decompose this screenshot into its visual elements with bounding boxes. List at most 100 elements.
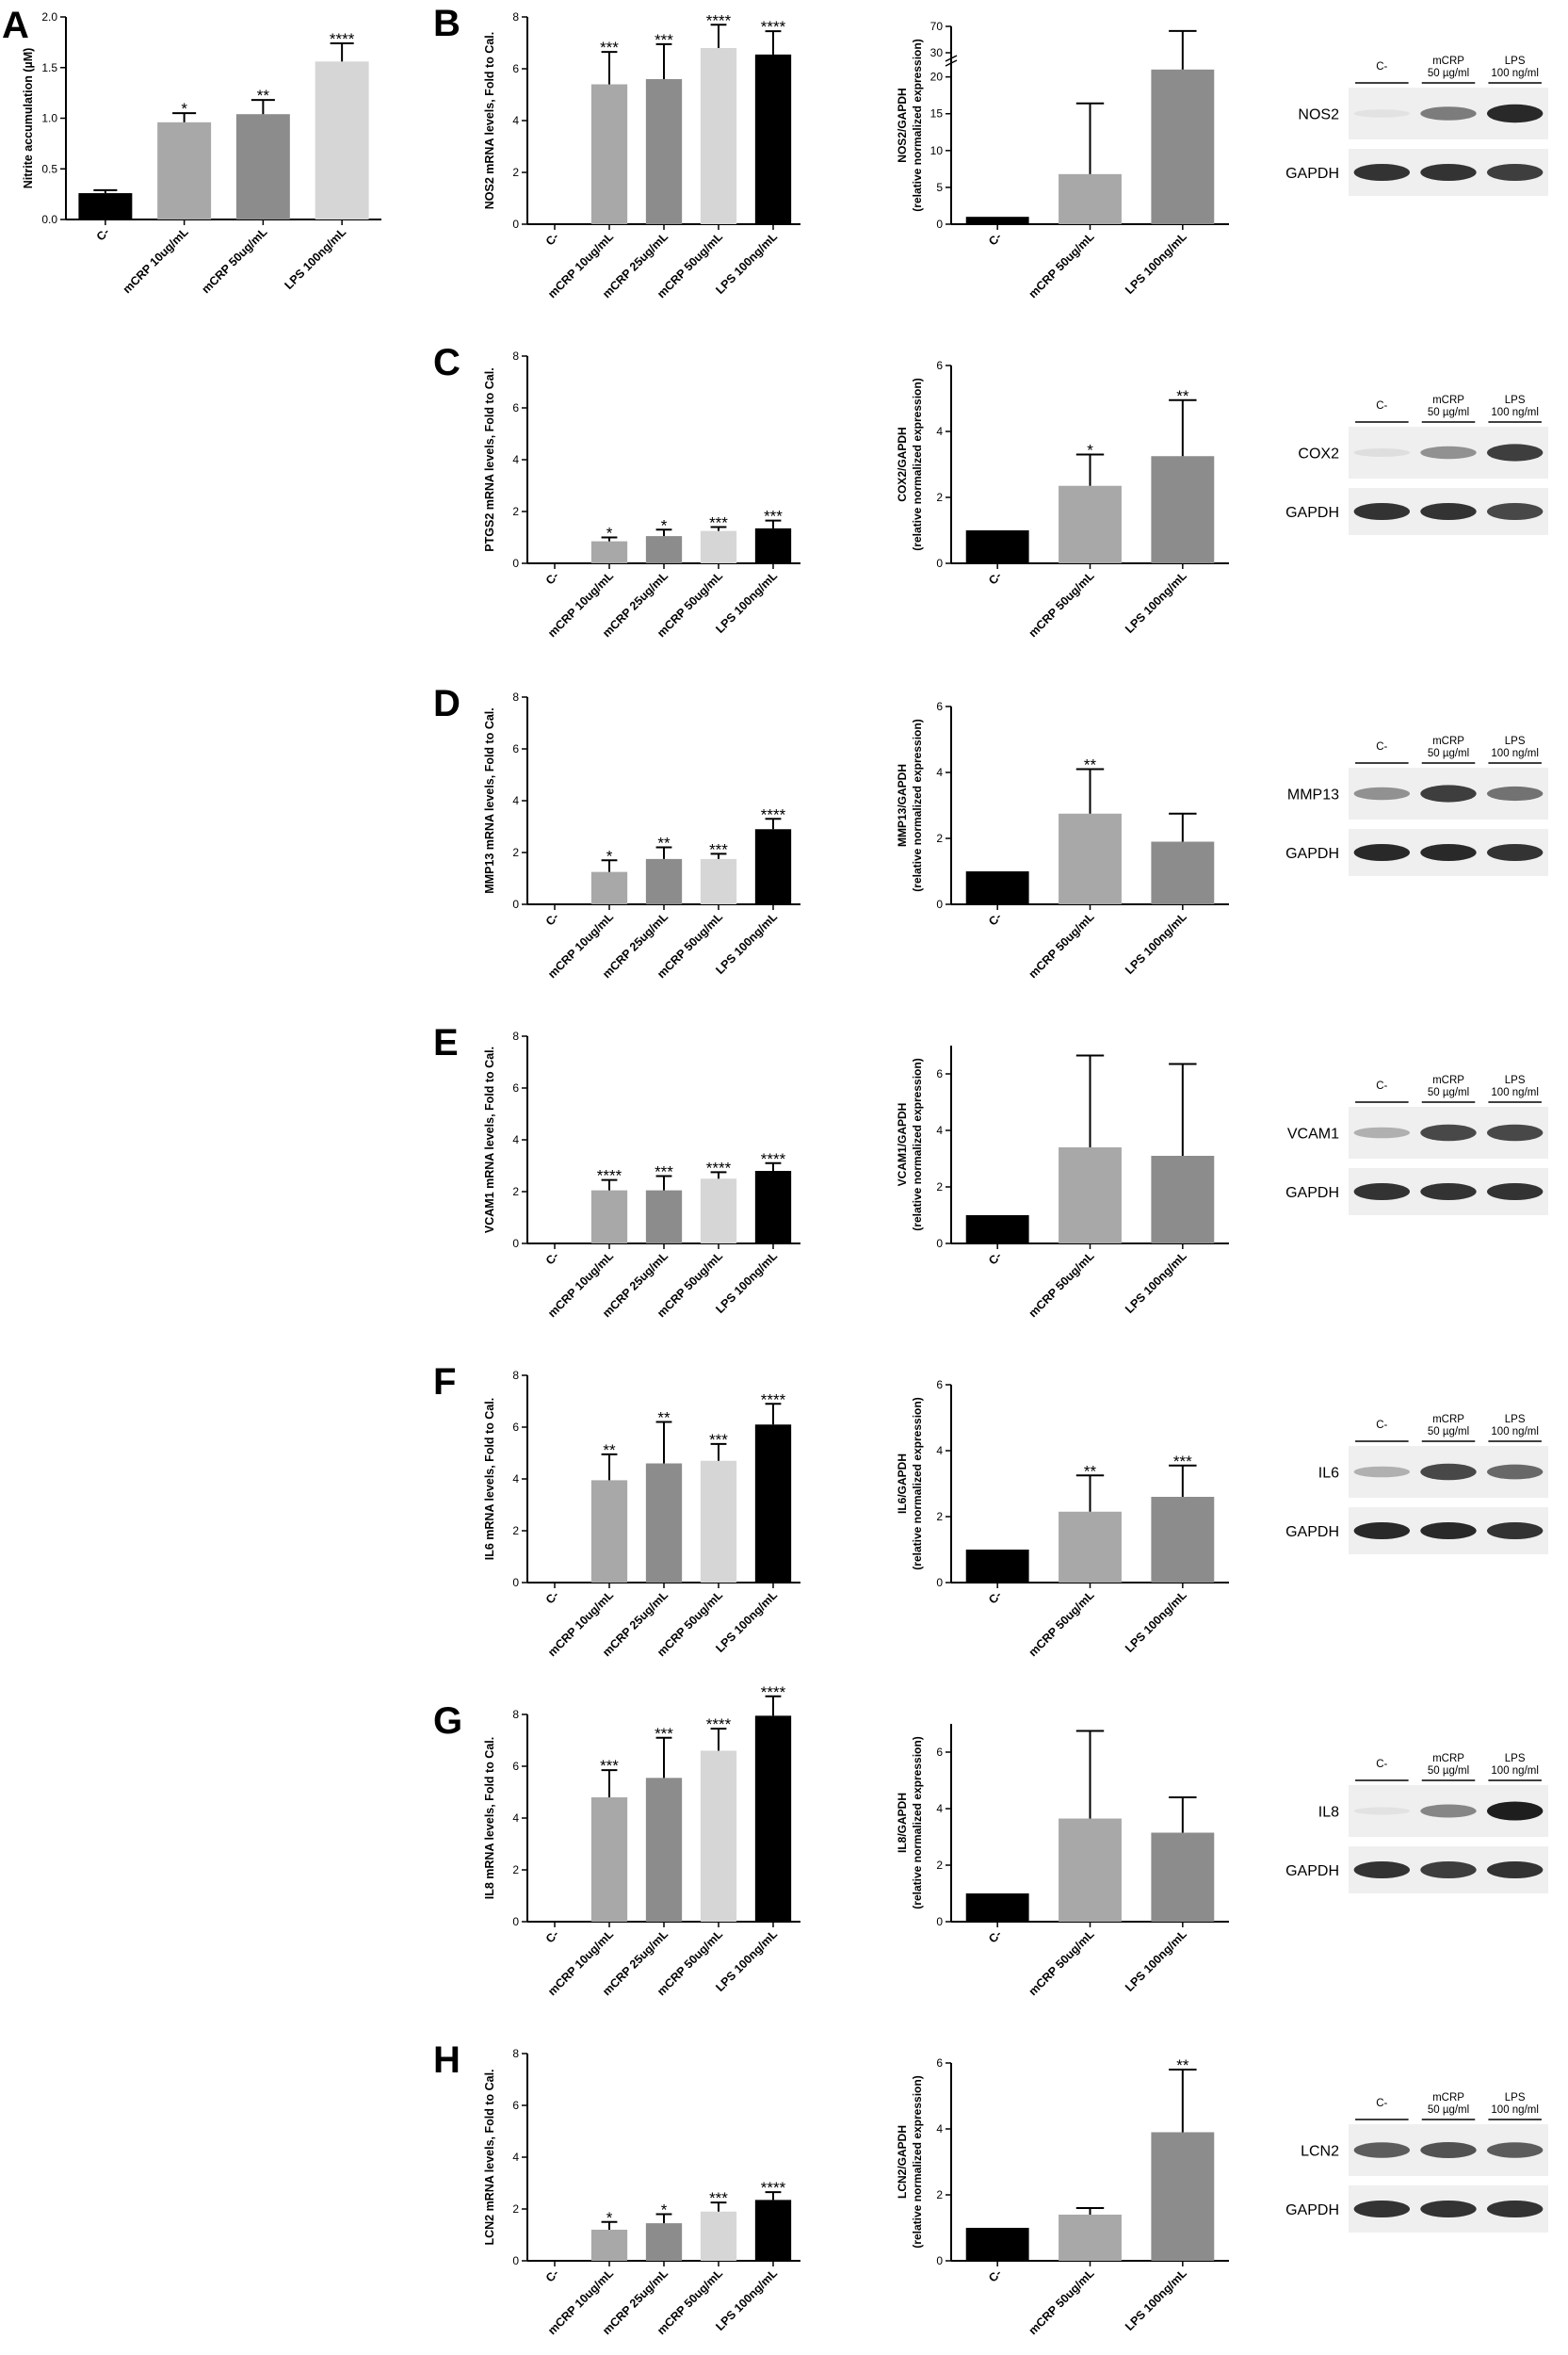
bar (1151, 1156, 1215, 1243)
y-tick-label: 4 (512, 114, 519, 127)
y-tick-label: 20 (930, 71, 944, 84)
y-tick-label: 0 (936, 557, 943, 570)
y-tick-label: 4 (936, 1124, 943, 1137)
y-axis-label: MMP13 mRNA levels, Fold to Cal. (483, 707, 496, 894)
significance-marker: **** (761, 2179, 786, 2197)
category-label: C- (986, 569, 1004, 587)
lane-label: LPS (1505, 1075, 1526, 1086)
significance-marker: ** (1176, 387, 1189, 405)
significance-marker: *** (655, 31, 673, 49)
bar-chart-g2: 0 2 4 6 IL8/GAPDH (relative normalized expres… (896, 1724, 1229, 1998)
bar (1059, 1818, 1122, 1922)
bar (1151, 69, 1215, 225)
lane-label: 100 ng/ml (1491, 407, 1539, 418)
y-tick-label: 2 (512, 505, 519, 518)
bar (590, 2230, 628, 2261)
category-label: LPS 100ng/mL (1123, 910, 1189, 977)
band (1486, 2142, 1544, 2158)
lane-label: mCRP (1432, 395, 1464, 406)
y-tick-label: 2 (512, 1863, 519, 1876)
band (1486, 444, 1544, 462)
y-tick-label: 6 (512, 1421, 519, 1434)
lane-label: 50 µg/ml (1428, 1765, 1469, 1777)
y-tick-label: 2 (936, 1180, 943, 1194)
y-tick-label: 0 (936, 218, 943, 231)
lane-label: C- (1376, 2098, 1387, 2109)
category-label: C- (986, 1588, 1004, 1606)
blot-target-label: COX2 (1298, 447, 1339, 463)
lane-label: 50 µg/ml (1428, 1426, 1469, 1437)
y-axis-label: (relative normalized expression) (911, 378, 924, 550)
panel-letter-A: A (2, 5, 29, 46)
band (1420, 2142, 1477, 2158)
band (1486, 164, 1544, 181)
band (1420, 1463, 1477, 1481)
band (1486, 786, 1544, 802)
blot-loading-label: GAPDH (1285, 1524, 1339, 1540)
y-axis-label: PTGS2 mRNA levels, Fold to Cal. (483, 367, 496, 551)
band (1420, 503, 1477, 520)
category-label: LPS 100ng/mL (1123, 1927, 1189, 1994)
significance-marker: *** (655, 1725, 673, 1743)
bar (754, 1715, 792, 1922)
lane-label: 100 ng/ml (1491, 1426, 1539, 1437)
category-label: LPS 100ng/mL (1123, 230, 1189, 297)
y-tick-label: 4 (512, 1472, 519, 1486)
y-axis-label: VCAM1 mRNA levels, Fold to Cal. (483, 1047, 496, 1233)
bar (1151, 1832, 1215, 1922)
charts: 0.0 0.5 1.0 1.5 2.0 Nitrite accumulation (µM)… (22, 10, 1229, 2337)
y-tick-label: 0 (512, 1237, 519, 1250)
y-tick-label: 4 (936, 1802, 943, 1815)
y-tick-label: 5 (936, 181, 943, 194)
y-tick-label: 4 (936, 425, 943, 438)
lane-label: 100 ng/ml (1491, 2104, 1539, 2116)
y-tick-label: 4 (512, 1811, 519, 1825)
y-tick-label: 2.0 (41, 10, 57, 24)
category-label: mCRP 50ug/mL (1026, 1588, 1097, 1659)
blot-loading-label: GAPDH (1285, 846, 1339, 862)
y-tick-label: 0 (512, 557, 519, 570)
y-tick-label: 4 (936, 766, 943, 779)
significance-marker: *** (600, 39, 619, 57)
panel-letter-H: H (433, 2039, 461, 2081)
panel-letter-F: F (433, 1361, 456, 1403)
y-axis-label: (relative normalized expression) (911, 2075, 924, 2248)
y-tick-label: 2 (936, 832, 943, 845)
band (1353, 2142, 1411, 2158)
significance-marker: **** (761, 18, 786, 36)
blot-loading-label: GAPDH (1285, 1863, 1339, 1879)
y-axis-label: LCN2/GAPDH (896, 2125, 909, 2199)
y-tick-label: 4 (512, 2151, 519, 2164)
lane-label: 50 µg/ml (1428, 2104, 1469, 2116)
blot-loading-label: GAPDH (1285, 2202, 1339, 2218)
band (1353, 844, 1411, 861)
y-tick-label: 6 (512, 1760, 519, 1773)
bar-chart-e2: 0 2 4 6 VCAM1/GAPDH (relative normalized expr… (896, 1046, 1229, 1320)
bar-chart-d2: 0 2 4 6 MMP13/GAPDH (relative normalized expr… (896, 700, 1229, 981)
band (1486, 1124, 1544, 1142)
lane-label: mCRP (1432, 2092, 1464, 2103)
panel-letter-G: G (433, 1700, 462, 1742)
axis-break-mark (945, 59, 958, 67)
y-tick-label: 8 (512, 10, 519, 24)
bar (315, 61, 369, 219)
bar (590, 1480, 628, 1583)
category-label: LPS 100ng/mL (1123, 569, 1189, 636)
lane-label: LPS (1505, 56, 1526, 67)
band (1353, 109, 1411, 118)
significance-marker: * (606, 525, 613, 543)
category-label: LPS 100ng/mL (1123, 2266, 1189, 2333)
panel-letter-D: D (433, 683, 461, 724)
blot-target-label: VCAM1 (1287, 1127, 1339, 1143)
bar (590, 1797, 628, 1922)
y-tick-label: 0.5 (41, 162, 57, 175)
significance-marker: **** (330, 30, 355, 48)
bar (590, 871, 628, 904)
category-label: C- (94, 225, 112, 243)
lane-label: LPS (1505, 736, 1526, 747)
